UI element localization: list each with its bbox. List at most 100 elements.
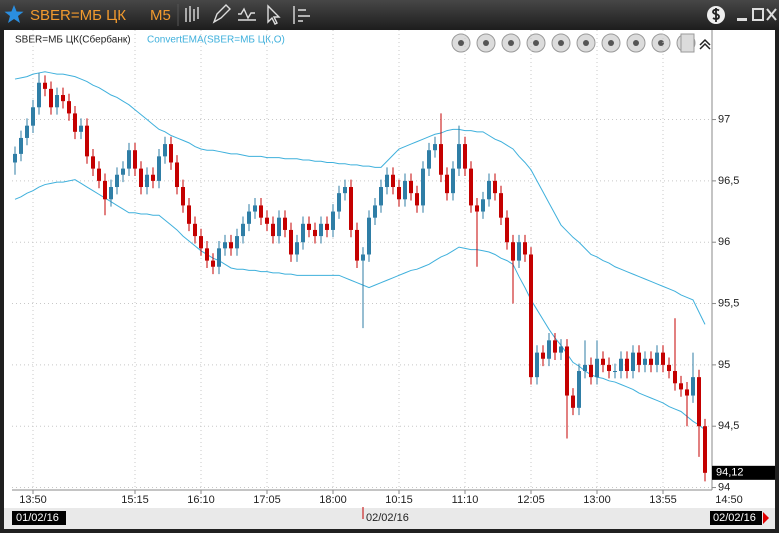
date-box (710, 511, 762, 525)
candle-body (109, 187, 113, 200)
candle-body (487, 180, 491, 200)
candle-body (559, 346, 563, 353)
candle-body (211, 260, 215, 267)
candle-body (691, 377, 695, 396)
candle-body (217, 248, 221, 267)
close-button[interactable] (766, 8, 777, 21)
candle-body (397, 187, 401, 200)
candle-body (595, 358, 599, 378)
currency-icon (712, 8, 720, 22)
y-tick-label: 95,5 (718, 297, 739, 309)
candle-body (229, 242, 233, 249)
candle-body (235, 236, 239, 249)
nav-button-icon (483, 40, 489, 46)
favorite-star[interactable] (4, 5, 24, 23)
candle-body (403, 180, 407, 200)
candle-body (223, 242, 227, 249)
y-tick-label: 94 (718, 481, 730, 493)
candle-body (685, 389, 689, 396)
candle-body (247, 211, 251, 224)
candle-body (85, 125, 89, 157)
candle-body (427, 150, 431, 169)
candle-body (241, 223, 245, 237)
candle-body (103, 180, 107, 200)
candle-body (649, 358, 653, 365)
candle-body (91, 156, 95, 169)
candle-body (409, 180, 413, 194)
nav-button-icon (608, 40, 614, 46)
candle-body (115, 174, 119, 188)
candle-body (415, 193, 419, 206)
candle-body (643, 358, 647, 365)
candle-body (391, 174, 395, 188)
candle-body (163, 144, 167, 157)
title-bar (0, 0, 779, 30)
series-legend: SBER=МБ ЦК(Сбербанк) (15, 34, 131, 46)
candle-body (451, 168, 455, 194)
candle-body (337, 193, 341, 212)
scroll-arrow[interactable] (763, 512, 769, 524)
date-label: 02/02/16 (366, 512, 409, 524)
last-price-box (712, 465, 775, 480)
candle-body (511, 242, 515, 261)
date-label: 02/02/16 (713, 512, 756, 524)
candle-body (577, 371, 581, 408)
candle-body (373, 205, 377, 218)
x-tick-label: 15:15 (121, 494, 149, 506)
nav-button-icon (458, 40, 464, 46)
candle-body (367, 217, 371, 255)
candle-body (355, 229, 359, 261)
candle-body (145, 174, 149, 188)
x-tick-label: 12:05 (517, 494, 545, 506)
candle-body (679, 383, 683, 390)
candle-body (187, 205, 191, 224)
nav-button-icon (633, 40, 639, 46)
collapse-button[interactable] (699, 38, 711, 50)
candle-body (133, 150, 137, 169)
x-tick-label: 16:10 (187, 494, 215, 506)
date-label: 01/02/16 (16, 512, 59, 524)
toolbar (185, 4, 310, 25)
candle-body (283, 217, 287, 230)
candle-body (553, 340, 557, 353)
candle-body (529, 254, 533, 378)
nav-button-icon (583, 40, 589, 46)
candle-body (181, 187, 185, 206)
candle-body (469, 168, 473, 206)
candle-body (655, 352, 659, 365)
x-tick-label: 17:05 (253, 494, 281, 506)
candle-body (67, 101, 71, 114)
candle-body (319, 223, 323, 237)
symbol[interactable]: SBER=МБ ЦК (30, 7, 126, 24)
candle-body (55, 95, 59, 108)
candle-body (385, 174, 389, 188)
candle-body (547, 340, 551, 359)
candle-body (703, 426, 707, 473)
candle-body (277, 217, 281, 237)
y-tick-label: 96 (718, 236, 730, 248)
layout-icon[interactable] (293, 6, 310, 24)
minimize-button[interactable] (737, 18, 747, 21)
x-tick-label: 13:55 (649, 494, 677, 506)
candle-body (265, 217, 269, 224)
draw-icon[interactable] (212, 4, 231, 24)
candles-icon[interactable] (185, 6, 199, 22)
candle-body (301, 223, 305, 243)
cursor-icon[interactable] (267, 4, 281, 25)
y-tick-label: 94,5 (718, 420, 739, 432)
candle-body (343, 187, 347, 194)
restore-button[interactable] (752, 8, 764, 21)
timeframe[interactable]: M5 (150, 7, 171, 24)
candle-body (379, 187, 383, 206)
candle-body (13, 153, 17, 163)
indicator-icon[interactable] (238, 7, 256, 21)
candle-body (151, 174, 155, 181)
candle-body (25, 125, 29, 138)
y-tick-label: 97 (718, 113, 730, 125)
candle-body (481, 199, 485, 212)
candle-body (475, 205, 479, 212)
candle-body (589, 364, 593, 378)
nav-button[interactable] (680, 33, 695, 53)
